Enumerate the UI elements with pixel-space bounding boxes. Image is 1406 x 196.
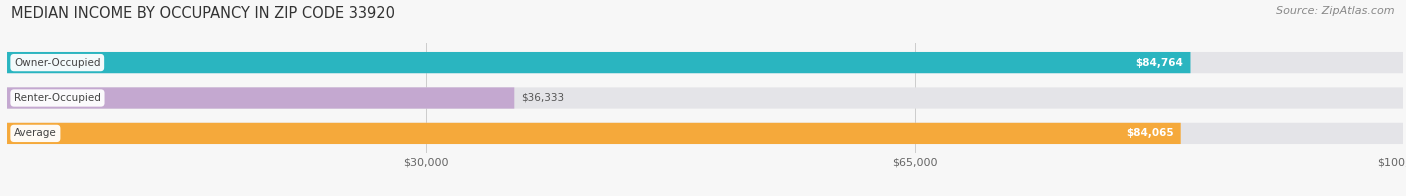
Text: MEDIAN INCOME BY OCCUPANCY IN ZIP CODE 33920: MEDIAN INCOME BY OCCUPANCY IN ZIP CODE 3… — [11, 6, 395, 21]
FancyBboxPatch shape — [7, 123, 1403, 144]
Text: $84,065: $84,065 — [1126, 128, 1174, 138]
Text: $84,764: $84,764 — [1136, 58, 1184, 68]
Text: Renter-Occupied: Renter-Occupied — [14, 93, 101, 103]
FancyBboxPatch shape — [7, 52, 1191, 73]
FancyBboxPatch shape — [7, 52, 1403, 73]
Text: Owner-Occupied: Owner-Occupied — [14, 58, 100, 68]
Text: Source: ZipAtlas.com: Source: ZipAtlas.com — [1277, 6, 1395, 16]
FancyBboxPatch shape — [7, 123, 1181, 144]
Text: Average: Average — [14, 128, 56, 138]
FancyBboxPatch shape — [7, 87, 1403, 109]
Text: $36,333: $36,333 — [522, 93, 564, 103]
FancyBboxPatch shape — [7, 87, 515, 109]
